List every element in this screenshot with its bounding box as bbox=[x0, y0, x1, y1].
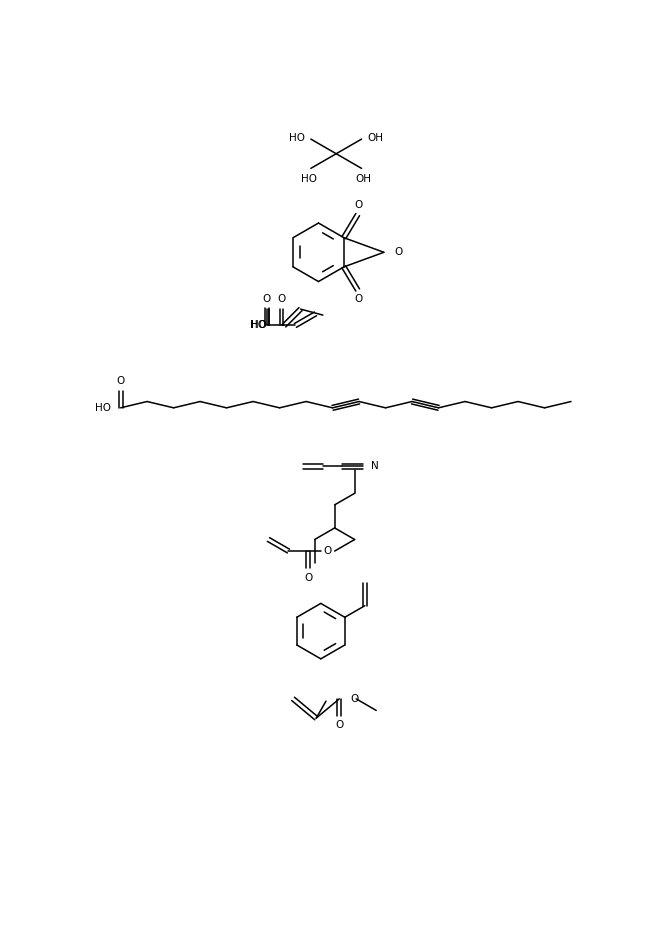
Text: O: O bbox=[263, 294, 271, 304]
Text: OH: OH bbox=[368, 133, 384, 142]
Text: O: O bbox=[117, 376, 125, 386]
Text: N: N bbox=[371, 461, 379, 471]
Text: O: O bbox=[395, 247, 403, 257]
Text: O: O bbox=[304, 573, 312, 582]
Text: HO: HO bbox=[289, 133, 304, 142]
Text: HO: HO bbox=[301, 174, 318, 184]
Text: HO: HO bbox=[251, 321, 267, 330]
Text: O: O bbox=[323, 546, 332, 556]
Text: HO: HO bbox=[95, 403, 111, 413]
Text: O: O bbox=[354, 200, 363, 211]
Text: O: O bbox=[350, 694, 358, 704]
Text: O: O bbox=[354, 295, 363, 304]
Text: HO: HO bbox=[250, 321, 266, 330]
Text: O: O bbox=[335, 721, 343, 730]
Text: O: O bbox=[277, 295, 285, 304]
Text: OH: OH bbox=[355, 174, 371, 184]
